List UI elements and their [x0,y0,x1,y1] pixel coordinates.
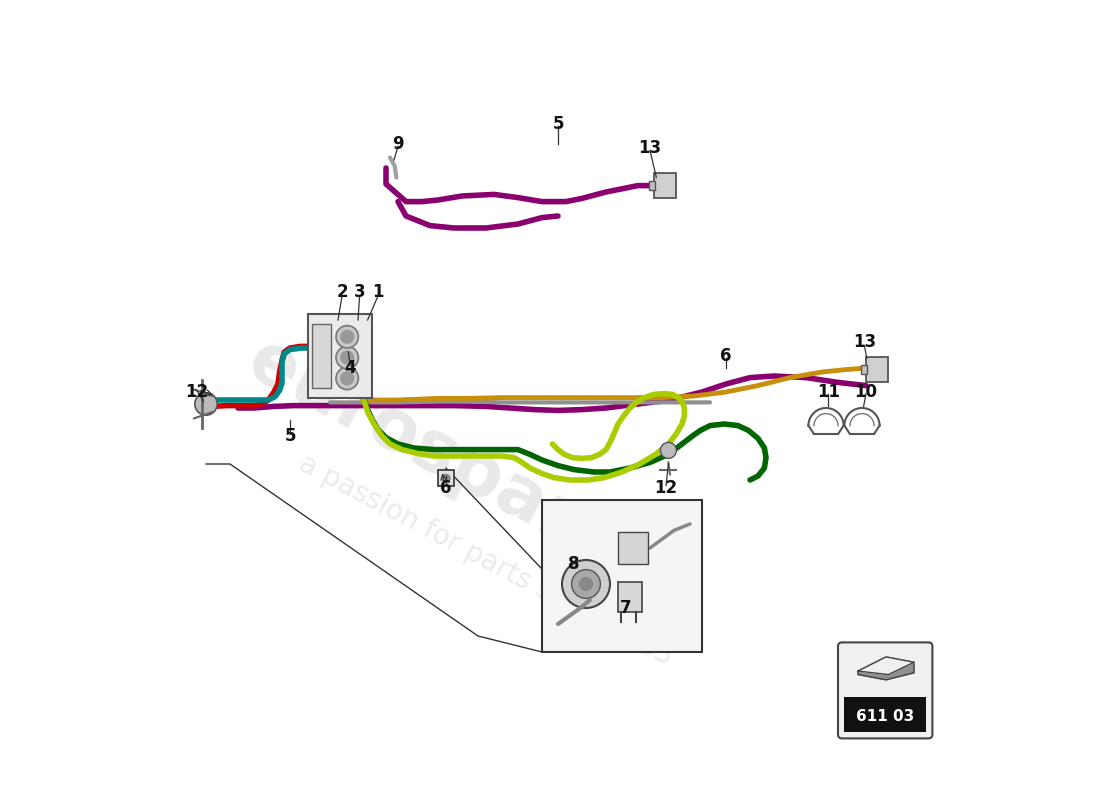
Text: 11: 11 [817,383,840,401]
Circle shape [341,330,353,343]
Text: 5: 5 [284,427,296,445]
Text: 6: 6 [440,479,452,497]
Bar [845,697,926,732]
Circle shape [336,346,359,369]
Bar [618,582,642,612]
Circle shape [660,442,676,458]
Circle shape [336,367,359,390]
Polygon shape [858,657,914,674]
Text: a passion for parts since 1985: a passion for parts since 1985 [294,449,678,671]
Circle shape [562,560,611,608]
FancyBboxPatch shape [838,642,933,738]
Text: 6: 6 [720,347,732,365]
Text: 12: 12 [185,383,208,401]
Text: eurospares: eurospares [236,326,672,602]
Text: 13: 13 [638,139,661,157]
Circle shape [572,570,601,598]
Text: 9: 9 [393,135,404,153]
Text: 7: 7 [620,599,631,617]
Text: 1: 1 [372,283,384,301]
Circle shape [336,326,359,348]
Text: 10: 10 [855,383,878,401]
Circle shape [195,393,217,415]
Bar [311,324,331,388]
Polygon shape [858,657,914,680]
Bar [438,470,454,486]
Circle shape [442,474,450,482]
Circle shape [580,578,593,590]
Bar [861,365,867,374]
Bar [542,500,702,652]
Bar [618,532,648,564]
Text: 2: 2 [337,283,348,301]
Text: 12: 12 [654,479,678,497]
FancyBboxPatch shape [308,314,373,398]
Text: 13: 13 [852,334,876,351]
Text: 3: 3 [354,283,365,301]
Circle shape [341,351,353,364]
Circle shape [341,372,353,385]
Bar [654,173,676,198]
Text: 8: 8 [569,555,580,573]
Text: 611 03: 611 03 [856,710,914,724]
Bar [866,357,889,382]
Bar [649,181,654,190]
Text: 5: 5 [552,115,563,133]
Text: 4: 4 [344,359,355,377]
